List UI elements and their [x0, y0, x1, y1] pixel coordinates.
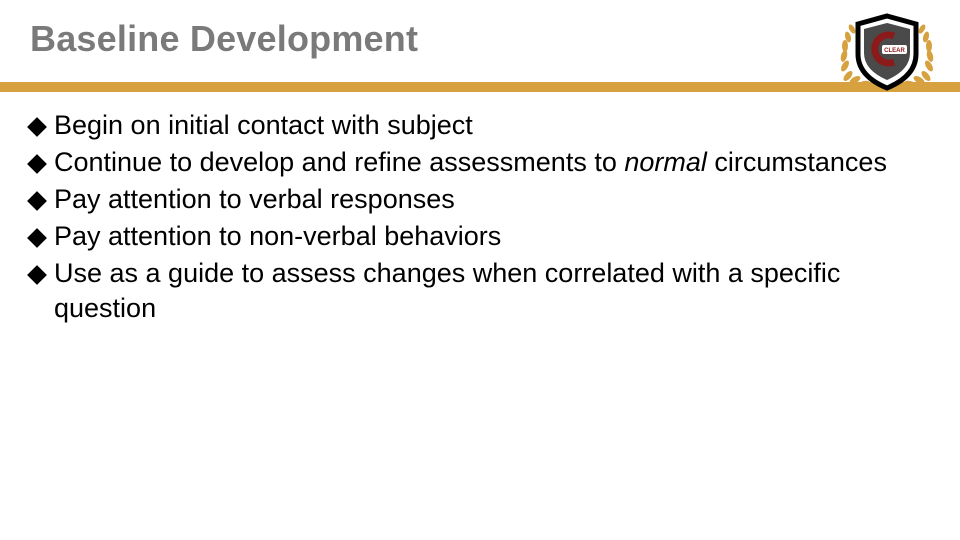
bullet-text-post: circumstances [707, 147, 887, 177]
diamond-bullet-icon [27, 154, 47, 174]
list-item: Pay attention to non-verbal behaviors [30, 219, 930, 254]
bullet-text: Begin on initial contact with subject [54, 108, 930, 143]
diamond-bullet-icon [27, 117, 47, 137]
logo-text: CLEAR [884, 48, 905, 54]
bullet-text: Continue to develop and refine assessmen… [54, 145, 930, 180]
bullet-text: Use as a guide to assess changes when co… [54, 256, 930, 326]
bullet-list: Begin on initial contact with subject Co… [30, 108, 930, 329]
list-item: Pay attention to verbal responses [30, 182, 930, 217]
accent-divider [0, 82, 960, 92]
bullet-text-pre: Continue to develop and refine assessmen… [54, 147, 624, 177]
diamond-bullet-icon [27, 228, 47, 248]
list-item: Use as a guide to assess changes when co… [30, 256, 930, 326]
bullet-text-italic: normal [624, 147, 707, 177]
bullet-text: Pay attention to non-verbal behaviors [54, 219, 930, 254]
diamond-bullet-icon [27, 265, 47, 285]
shield-icon: CLEAR [858, 16, 916, 88]
slide: Baseline Development [0, 0, 960, 540]
list-item: Continue to develop and refine assessmen… [30, 145, 930, 180]
diamond-bullet-icon [27, 191, 47, 211]
bullet-text: Pay attention to verbal responses [54, 182, 930, 217]
list-item: Begin on initial contact with subject [30, 108, 930, 143]
slide-title: Baseline Development [30, 18, 418, 60]
logo-badge: CLEAR [832, 6, 942, 96]
